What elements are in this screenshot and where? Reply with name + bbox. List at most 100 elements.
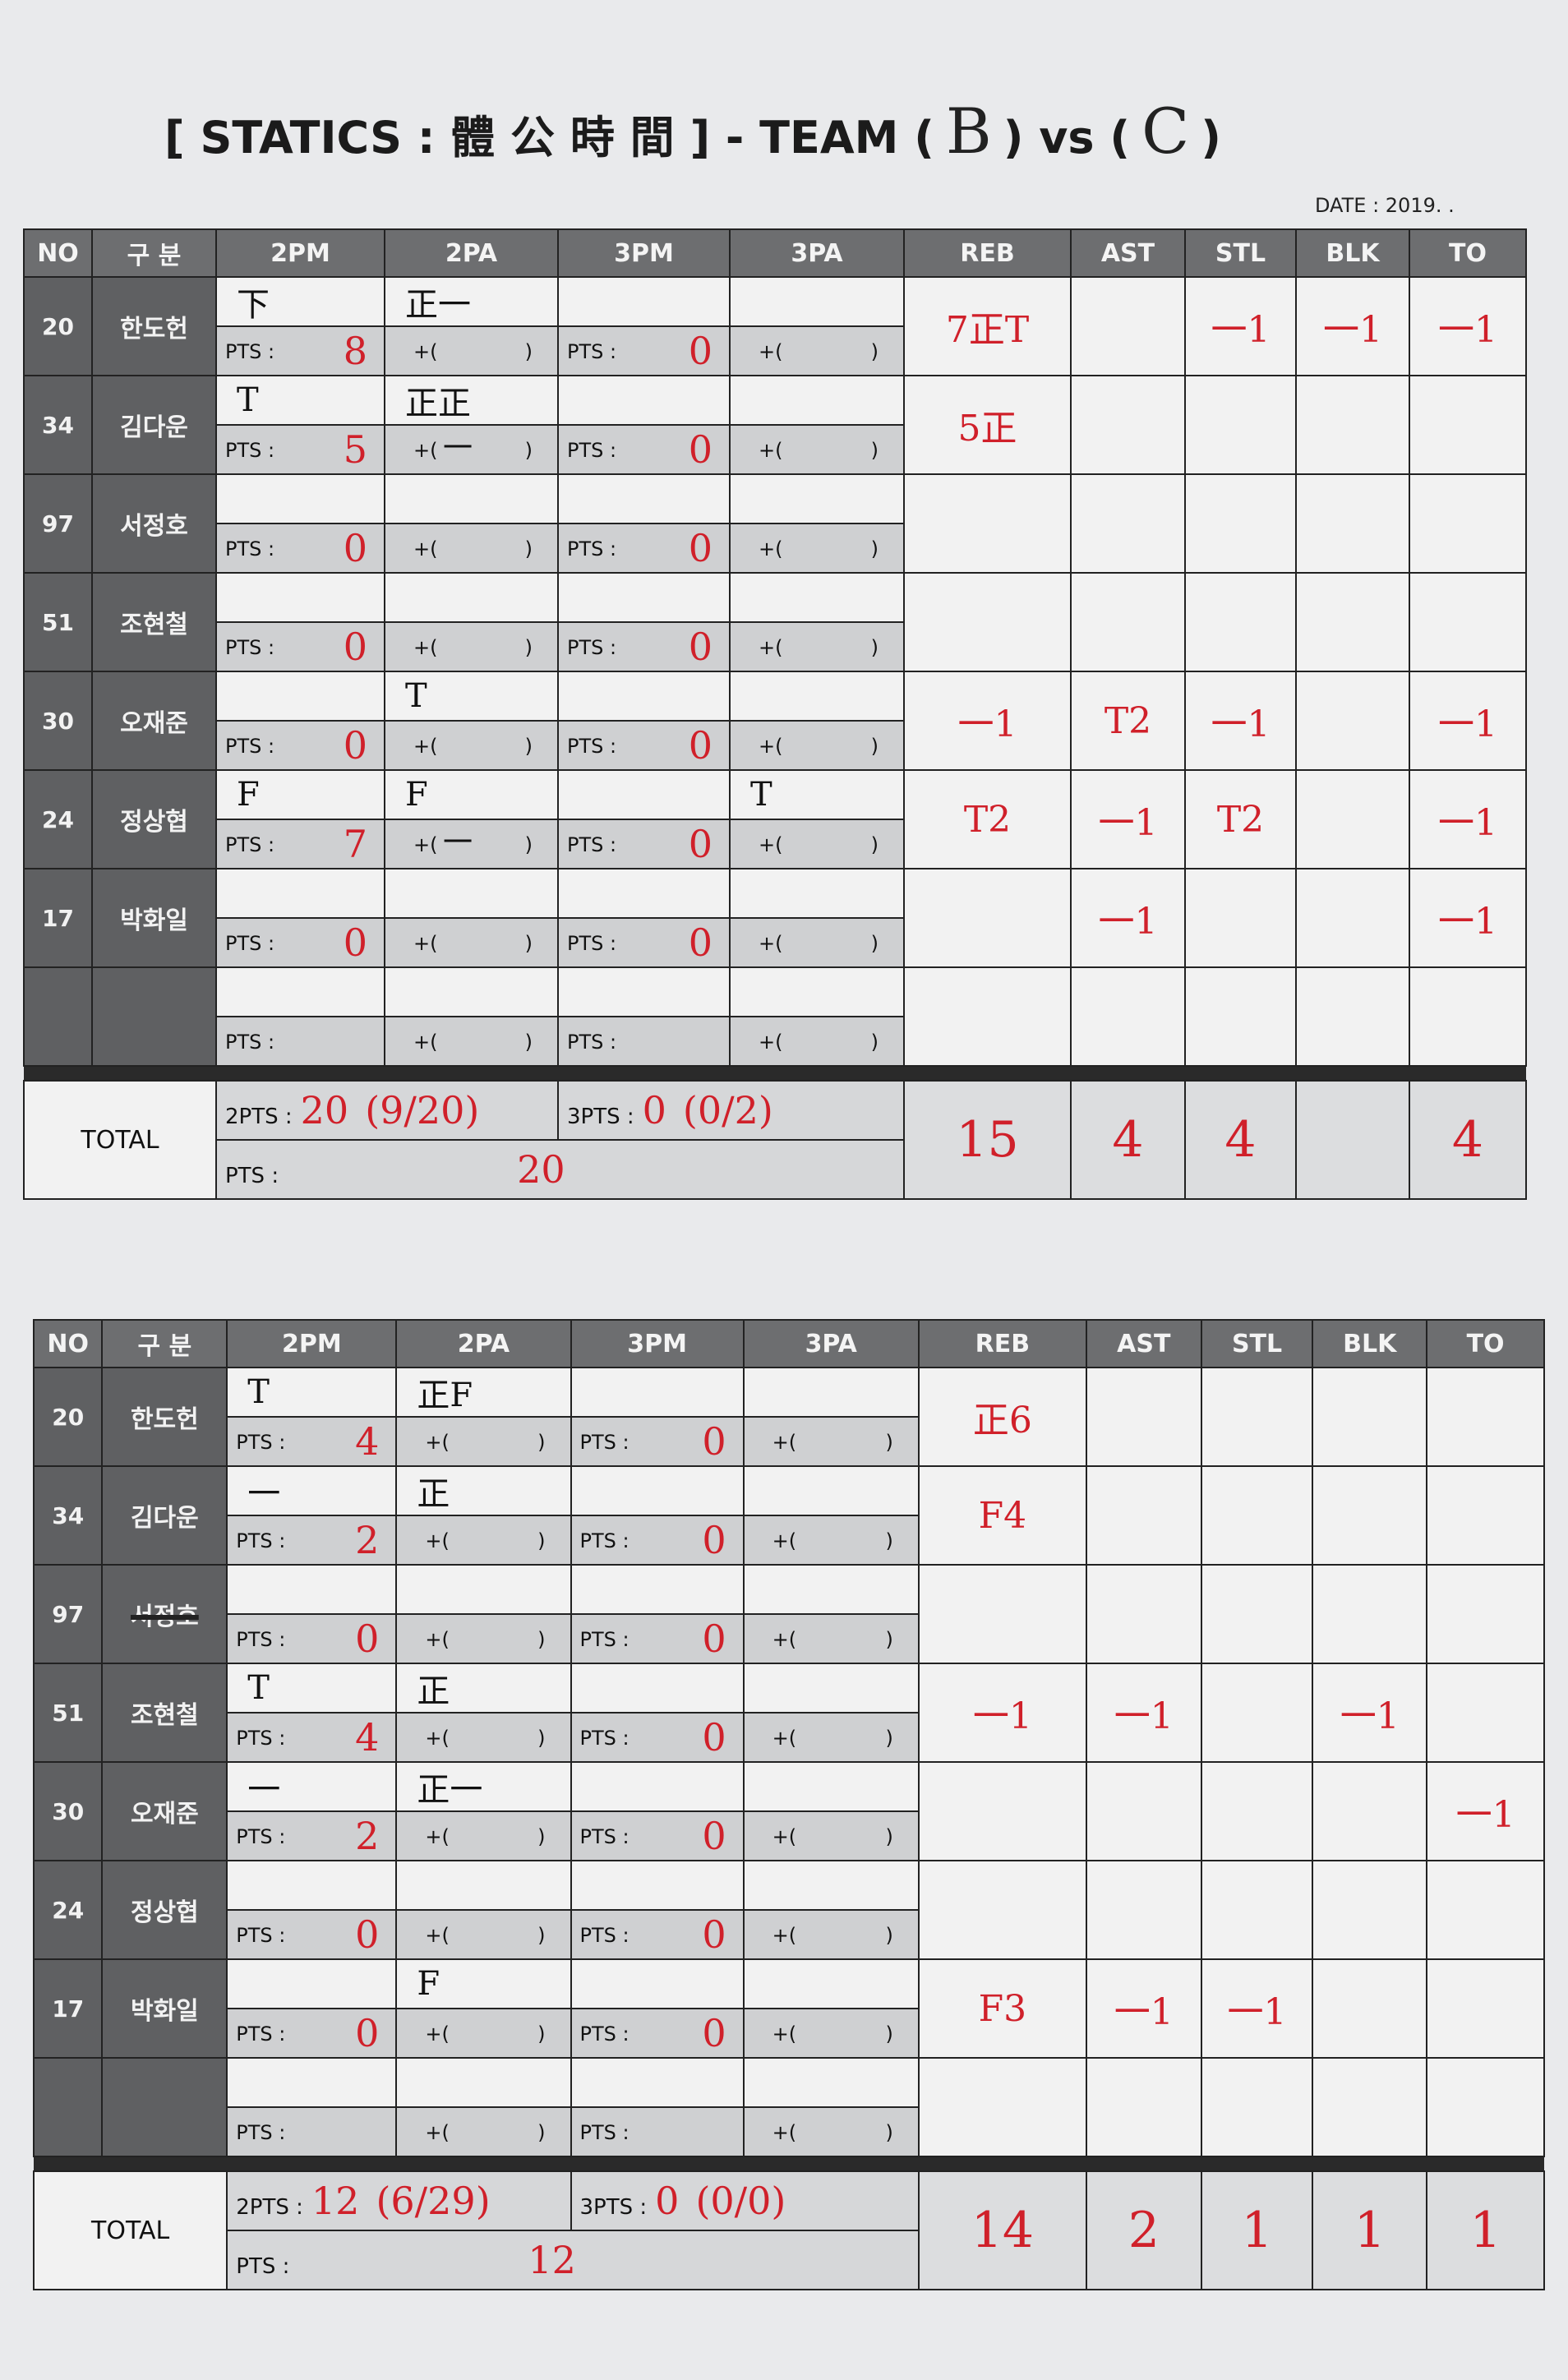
- pts-3-value: 0: [702, 1912, 726, 1957]
- stat-ast: [1085, 1860, 1202, 1960]
- column-header: 2PA: [384, 228, 559, 278]
- column-header: REB: [903, 228, 1072, 278]
- tally-2pa: [395, 2057, 572, 2108]
- pts-2-value: 0: [343, 625, 367, 669]
- stat-reb: 一1: [903, 671, 1072, 771]
- plus-label: +(: [413, 340, 438, 363]
- bonus-2-cell: +(): [384, 1016, 559, 1067]
- pts-total: PTS : 12: [226, 2230, 920, 2290]
- pts-label: PTS :: [225, 439, 275, 462]
- close-paren: ): [524, 833, 533, 856]
- pts-label: PTS :: [236, 1529, 286, 1552]
- pts-3-cell: PTS : 0: [570, 1810, 745, 1861]
- plus-label: +(: [772, 2023, 797, 2046]
- tally-3pa: [742, 1367, 920, 1418]
- tally-3pm: [570, 1465, 745, 1516]
- pts-3-cell: PTS : 0: [570, 1712, 745, 1763]
- close-paren: ): [885, 1431, 893, 1454]
- player-row: 30 오재준 一 正一 一1: [32, 1761, 1545, 1861]
- tally-3pm: [570, 1958, 745, 2009]
- plus-label: +(: [413, 833, 438, 856]
- close-paren: ): [524, 735, 533, 758]
- tally-3pm: [570, 1367, 745, 1418]
- plus-label: +(: [759, 932, 783, 955]
- tally-2pa: F: [395, 1958, 572, 2009]
- stat-stl: [1184, 375, 1297, 475]
- pts-3-cell: PTS : 0: [557, 917, 731, 968]
- tally-3pm: [557, 966, 731, 1017]
- bonus-2-value: 一: [443, 431, 473, 465]
- player-row: 20 한도헌 T 正F 正6: [32, 1367, 1545, 1467]
- player-row: 34 김다운 T 正正 5正: [23, 375, 1527, 475]
- tally-3pa: [729, 572, 905, 623]
- stat-reb: [917, 1860, 1087, 1960]
- pts-2-cell: PTS : 2: [226, 1810, 398, 1861]
- column-header: REB: [917, 1319, 1087, 1368]
- pts-label: PTS :: [579, 2023, 630, 2046]
- pts-label: PTS :: [567, 636, 617, 659]
- tally-3pm: [570, 1663, 745, 1714]
- tally-3pa: [729, 868, 905, 919]
- player-pts-row: PTS : 8 +() PTS : 0 +(): [24, 325, 1526, 376]
- stat-blk: [1312, 1761, 1428, 1861]
- total-stl: 1: [1200, 2170, 1314, 2290]
- plus-label: +(: [772, 1628, 797, 1651]
- stat-ast: [1085, 1367, 1202, 1467]
- player-row: [32, 2057, 1545, 2157]
- two-pts-total: 2PTS : 12 (6/29): [226, 2170, 572, 2231]
- column-header: TO: [1409, 228, 1527, 278]
- player-name: 정상협: [91, 769, 217, 869]
- bonus-2-cell: +(): [384, 917, 559, 968]
- player-number: 51: [32, 1663, 104, 1763]
- close-paren: ): [870, 537, 879, 560]
- divider-bar: [34, 2156, 1544, 2171]
- stat-to: [1426, 1860, 1545, 1960]
- pts-3-cell: PTS : 0: [570, 1515, 745, 1566]
- tally-3pa: [729, 473, 905, 524]
- player-pts-row: PTS : 0 +() PTS : 0 +(): [34, 2008, 1544, 2059]
- plus-label: +(: [772, 2121, 797, 2144]
- column-header: 구 분: [91, 228, 217, 278]
- stat-reb: [903, 572, 1072, 672]
- total-reb: 15: [903, 1080, 1072, 1200]
- player-number: 34: [32, 1465, 104, 1566]
- pts-label: PTS :: [567, 340, 617, 363]
- tally-2pm: [215, 473, 385, 524]
- player-number: 17: [23, 868, 93, 968]
- tally-2pm: 一: [226, 1761, 398, 1812]
- close-paren: ): [524, 1031, 533, 1054]
- plus-label: +(: [772, 1825, 797, 1848]
- total-ast: 4: [1070, 1080, 1186, 1200]
- pts-label: PTS :: [567, 439, 617, 462]
- pts-2-cell: PTS : 0: [226, 1909, 398, 1960]
- plus-label: +(: [425, 2023, 450, 2046]
- player-pts-row: PTS : 0 +() PTS : 0 +(): [34, 1613, 1544, 1664]
- two-pts-value: 20: [300, 1088, 349, 1132]
- stat-stl: [1184, 966, 1297, 1067]
- player-pts-row: PTS : 0 +() PTS : 0 +(): [24, 621, 1526, 672]
- tally-2pa: 正正: [384, 375, 559, 426]
- player-number: 20: [23, 276, 93, 376]
- tally-2pm: [226, 1860, 398, 1911]
- stat-blk: 一1: [1295, 276, 1410, 376]
- three-pts-ratio: (0/0): [695, 2179, 786, 2223]
- bonus-2-cell: +(): [395, 1909, 572, 1960]
- close-paren: ): [537, 1529, 546, 1552]
- stat-to: [1426, 1564, 1545, 1664]
- three-pts-total: 3PTS : 0 (0/0): [570, 2170, 920, 2231]
- total-to: 1: [1426, 2170, 1545, 2290]
- player-name: 서정호: [91, 473, 217, 574]
- pts-3-value: 0: [702, 1419, 726, 1464]
- column-header: NO: [23, 228, 93, 278]
- pts-label: PTS :: [225, 340, 275, 363]
- column-header: NO: [32, 1319, 104, 1368]
- player-pts-row: PTS : 2 +() PTS : 0 +(): [34, 1810, 1544, 1861]
- total-blk: 1: [1312, 2170, 1428, 2290]
- player-row: 97 서정호: [23, 473, 1527, 574]
- tally-3pa: [729, 375, 905, 426]
- close-paren: ): [885, 2023, 893, 2046]
- pts-3-value: 0: [702, 1518, 726, 1562]
- team-b: C: [1141, 95, 1190, 168]
- bonus-2-cell: +(): [384, 523, 559, 574]
- pts-3-cell: PTS : 0: [557, 819, 731, 869]
